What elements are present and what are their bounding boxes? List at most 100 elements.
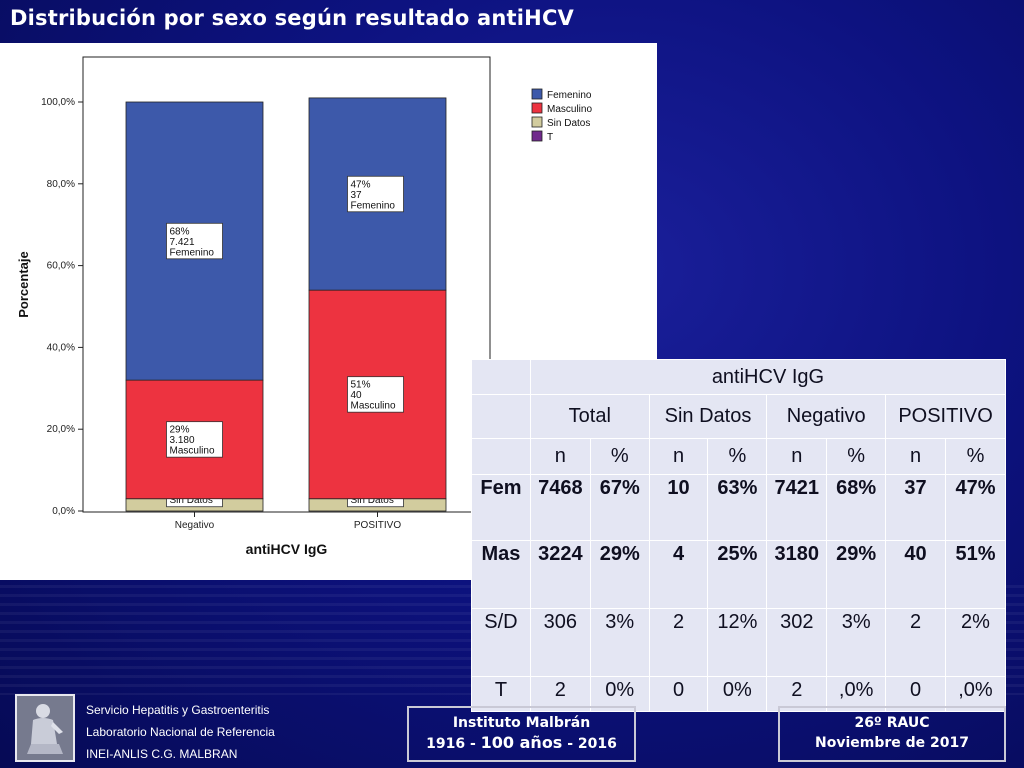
legend-label: T: [547, 132, 553, 143]
sub-header: n: [529, 438, 591, 475]
table-cell: 306: [529, 608, 591, 677]
legend-swatch-femenino: [531, 88, 543, 100]
y-tick-label: 100,0%: [41, 97, 75, 108]
data-label-text: Masculino: [170, 446, 215, 457]
table-cell: 0: [648, 676, 709, 712]
sub-header: %: [944, 438, 1007, 475]
footer-event-box: 26º RAUC Noviembre de 2017: [778, 706, 1006, 762]
table-row-mas: Mas 3224 29% 4 25% 3180 29% 40 51%: [471, 540, 1007, 609]
data-label-text: 29%: [170, 425, 190, 436]
data-label-text: 3.180: [170, 435, 195, 446]
institute-logo: [15, 694, 75, 762]
y-tick-label: 60,0%: [47, 261, 75, 272]
table-cell: 51%: [944, 540, 1007, 609]
table-cell: 63%: [707, 474, 768, 541]
data-label-text: 47%: [351, 179, 371, 190]
sub-header: %: [707, 438, 768, 475]
data-label-text: 40: [351, 390, 363, 401]
table-cell: 67%: [589, 474, 650, 541]
y-tick-label: 40,0%: [47, 342, 75, 353]
table-sub-header-row: n % n % n % n %: [471, 438, 1007, 475]
years-label: 100 años: [480, 733, 563, 752]
table-cell: 12%: [707, 608, 768, 677]
data-label-text: Sin Datos: [170, 495, 213, 506]
table-cell: 2: [885, 608, 946, 677]
row-label: Fem: [471, 474, 531, 541]
event-date: Noviembre de 2017: [815, 735, 969, 751]
table-cell: 29%: [826, 540, 887, 609]
footer-line-lab: Laboratorio Nacional de Referencia: [86, 725, 275, 739]
footer-credits: Servicio Hepatitis y Gastroenteritis Lab…: [86, 699, 275, 765]
group-header-sin-datos: Sin Datos: [648, 394, 768, 439]
row-label: Mas: [471, 540, 531, 609]
y-tick-label: 0,0%: [52, 506, 75, 517]
table-cell: 0%: [707, 676, 768, 712]
year-start: 1916 -: [426, 736, 481, 752]
footer-line-service: Servicio Hepatitis y Gastroenteritis: [86, 703, 270, 717]
legend-swatch-sin-datos: [531, 116, 543, 128]
group-header-negativo: Negativo: [766, 394, 887, 439]
sub-header: n: [766, 438, 828, 475]
table-cell: 3%: [826, 608, 887, 677]
sub-header: %: [589, 438, 650, 475]
data-label-text: 7.421: [170, 237, 195, 248]
table-cell: 2: [648, 608, 709, 677]
data-label-box: [166, 222, 223, 260]
table-cell: 68%: [826, 474, 887, 541]
table-corner-cell: [471, 438, 531, 475]
table-row-fem: Fem 7468 67% 10 63% 7421 68% 37 47%: [471, 474, 1007, 541]
data-label-text: 37: [351, 190, 363, 201]
legend-label: Sin Datos: [547, 118, 590, 129]
chart-panel: 0,0% 20,0% 40,0% 60,0% 80,0% 100,0% Porcentaje…: [0, 43, 657, 580]
table-corner-cell: [471, 359, 531, 395]
year-end: - 2016: [562, 736, 617, 752]
sub-header: n: [885, 438, 946, 475]
group-header-total: Total: [529, 394, 650, 439]
legend-label: Femenino: [547, 90, 592, 101]
data-label-box: [347, 376, 404, 413]
footer-line-inei: INEI-ANLIS C.G. MALBRAN: [86, 747, 238, 761]
table-cell: 4: [648, 540, 709, 609]
table-group-header-row: Total Sin Datos Negativo POSITIVO: [471, 394, 1006, 439]
data-label-text: Sin Datos: [351, 495, 394, 506]
table-cell: 37: [885, 474, 946, 541]
data-label-box: [166, 421, 223, 458]
y-tick-label: 80,0%: [47, 179, 75, 190]
table-cell: 25%: [707, 540, 768, 609]
footer-institute-box: Instituto Malbrán 1916 - 100 años - 2016: [407, 706, 636, 762]
table-cell: 3180: [766, 540, 828, 609]
group-header-positivo: POSITIVO: [885, 394, 1006, 439]
stacked-bar-chart: 0,0% 20,0% 40,0% 60,0% 80,0% 100,0% Porcentaje…: [16, 56, 592, 557]
data-label-box: [347, 175, 404, 213]
institute-years: 1916 - 100 años - 2016: [409, 733, 634, 754]
sub-header: %: [826, 438, 887, 475]
legend-label: Masculino: [547, 104, 592, 115]
table-cell: 3%: [589, 608, 650, 677]
table-cell: 10: [648, 474, 709, 541]
table-cell: 302: [766, 608, 828, 677]
table-cell: 3224: [529, 540, 591, 609]
data-label-text: 51%: [351, 380, 371, 391]
x-tick-label: POSITIVO: [354, 520, 401, 531]
data-label-text: 68%: [170, 226, 190, 237]
table-cell: 2%: [944, 608, 1007, 677]
x-axis-title: antiHCV IgG: [246, 541, 328, 557]
table-cell: 29%: [589, 540, 650, 609]
x-tick-label: Negativo: [175, 520, 215, 531]
table-cell: 40: [885, 540, 946, 609]
sub-header: n: [648, 438, 709, 475]
table-cell: 47%: [944, 474, 1007, 541]
y-tick-label: 20,0%: [47, 424, 75, 435]
statue-logo-icon: [17, 696, 73, 760]
table-row-sd: S/D 306 3% 2 12% 302 3% 2 2%: [471, 608, 1007, 677]
data-label-text: Masculino: [351, 401, 396, 412]
event-name: 26º RAUC: [854, 715, 930, 731]
slide-title: Distribución por sexo según resultado an…: [10, 6, 575, 30]
table-super-header: antiHCV IgG: [529, 359, 1007, 395]
legend-swatch-t: [531, 130, 543, 142]
table-cell: 7468: [529, 474, 591, 541]
row-label: S/D: [471, 608, 531, 677]
table-cell: 7421: [766, 474, 828, 541]
table-super-header-row: antiHCV IgG: [471, 359, 1007, 395]
institute-name: Instituto Malbrán: [452, 715, 591, 731]
